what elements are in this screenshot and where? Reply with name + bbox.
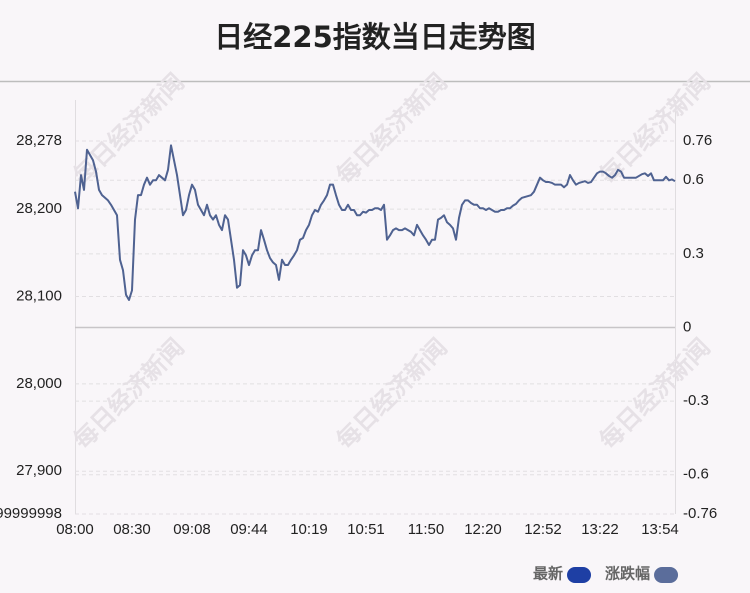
x-tick-label: 13:22	[581, 521, 619, 538]
legend-label: 涨跌幅	[605, 565, 650, 583]
legend-swatch	[654, 567, 679, 583]
x-tick-label: 09:44	[230, 521, 268, 538]
price-line	[74, 144, 676, 301]
x-tick-label: 13:54	[641, 521, 679, 538]
x-tick-label: 12:20	[464, 521, 502, 538]
x-tick-label: 10:19	[290, 521, 328, 538]
chart-title: 日经225指数当日走势图	[214, 20, 536, 54]
legend-swatch	[567, 567, 592, 583]
x-tick-label: 12:52	[524, 521, 562, 538]
y-tick-label: 28,000	[16, 375, 62, 392]
x-tick-label: 09:08	[173, 521, 211, 538]
y2-tick-label: -0.6	[683, 466, 709, 483]
y2-tick-label: 0	[683, 318, 691, 335]
legend-label: 最新	[533, 565, 563, 583]
x-tick-label: 08:30	[113, 521, 151, 538]
x-tick-label: 08:00	[56, 521, 94, 538]
y-tick-label: 28,200	[16, 200, 62, 217]
y2-tick-label: 0.6	[683, 171, 704, 188]
y-tick-label: 28,278	[16, 132, 62, 149]
x-tick-label: 11:50	[408, 521, 444, 538]
y2-tick-label: -0.76	[683, 505, 717, 522]
y2-tick-label: 0.3	[683, 245, 704, 262]
y-tick-label: 28,100	[16, 287, 62, 304]
x-tick-label: 10:51	[347, 521, 385, 538]
y-tick-label: 27,900	[16, 462, 62, 479]
y-tick-label: 27850.9999999998	[0, 505, 62, 522]
y2-tick-label: 0.76	[683, 132, 712, 149]
y2-tick-label: -0.3	[683, 392, 709, 409]
